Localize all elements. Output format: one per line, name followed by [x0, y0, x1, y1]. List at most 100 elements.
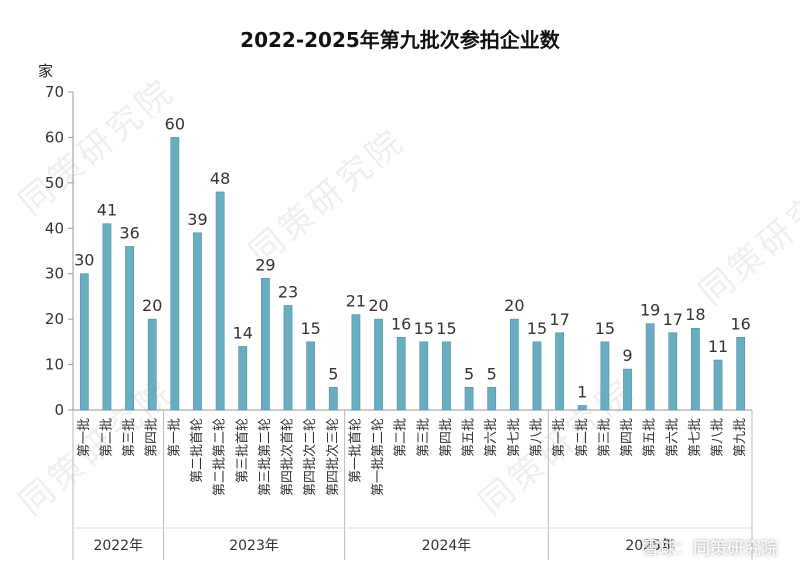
data-label: 17: [663, 310, 683, 329]
data-label: 15: [527, 319, 547, 338]
x-tick-label: 第一批: [552, 418, 567, 457]
bar: [374, 318, 383, 411]
bar: [215, 191, 225, 411]
x-tick-label: 第七批: [507, 418, 522, 457]
data-label: 20: [368, 296, 388, 315]
data-label: 36: [119, 223, 139, 242]
x-tick-label: 第四批: [439, 418, 454, 457]
x-tick-label: 第四批次三轮: [325, 418, 341, 496]
x-tick-label: 第八批: [711, 418, 726, 457]
x-tick-label: 第三批首轮: [235, 418, 250, 483]
bar: [487, 386, 497, 411]
bar: [509, 318, 519, 411]
x-tick-label: 第二批第二轮: [213, 418, 228, 496]
bar: [600, 341, 610, 411]
data-label: 5: [464, 364, 474, 383]
bar: [283, 305, 293, 411]
x-tick-label: 第六批: [484, 418, 499, 457]
bar: [668, 332, 678, 411]
data-label: 30: [74, 251, 94, 270]
x-tick-label: 第五批: [643, 418, 658, 457]
bar: [261, 277, 270, 411]
bar: [532, 341, 542, 411]
x-tick-label: 第一批: [77, 418, 92, 457]
data-label: 60: [165, 114, 185, 133]
y-tick-label: 20: [45, 310, 64, 328]
x-tick-label: 第九批: [733, 418, 748, 457]
bar: [79, 273, 89, 411]
data-label: 15: [300, 319, 320, 338]
bar: [396, 337, 406, 411]
x-tick-label: 第二批: [575, 418, 590, 457]
x-tick-label: 第四批次首轮: [280, 418, 296, 496]
bar: [691, 327, 700, 411]
data-label: 16: [731, 314, 751, 333]
bar: [306, 341, 316, 411]
x-tick-label: 第一批第二轮: [371, 418, 386, 496]
x-tick-label: 第六批: [665, 418, 680, 457]
x-group-label: 2023年: [229, 538, 279, 554]
data-label: 18: [685, 305, 705, 324]
x-tick-label: 第三批: [597, 418, 612, 457]
bar: [351, 314, 361, 411]
x-tick-label: 第七批: [688, 418, 703, 457]
x-tick-label: 第三批: [122, 418, 137, 457]
bar: [193, 232, 202, 411]
y-tick-label: 30: [45, 265, 64, 283]
x-tick-label: 第一批首轮: [348, 418, 363, 483]
data-label: 5: [328, 364, 338, 383]
bar: [645, 323, 655, 411]
data-label: 1: [577, 382, 587, 401]
data-label: 14: [233, 323, 253, 342]
x-group-label: 2025年: [625, 538, 675, 554]
y-tick-label: 50: [45, 174, 64, 192]
data-label: 19: [640, 301, 660, 320]
bar: [623, 368, 632, 411]
data-label: 5: [487, 364, 497, 383]
y-tick-label: 70: [45, 83, 64, 101]
x-tick-label: 第三批: [416, 418, 431, 457]
x-tick-label: 第四批: [145, 418, 160, 457]
data-label: 15: [436, 319, 456, 338]
bar: [577, 405, 587, 411]
y-tick-label: 60: [45, 128, 64, 146]
bar: [102, 223, 112, 411]
x-group-label: 2022年: [93, 538, 143, 554]
brand-watermark: 雪球：同策研究院: [642, 539, 778, 559]
x-tick-label: 第四批次二轮: [302, 418, 318, 496]
bar: [170, 137, 180, 411]
data-label: 20: [142, 296, 162, 315]
data-label: 15: [595, 319, 615, 338]
data-label: 29: [255, 255, 275, 274]
x-tick-label: 第二批首轮: [190, 418, 205, 483]
x-tick-label: 第三批第二轮: [258, 418, 273, 496]
data-label: 21: [346, 292, 366, 311]
x-tick-label: 第四批: [620, 418, 635, 457]
x-tick-label: 第一批: [167, 418, 182, 457]
bar: [125, 246, 134, 411]
x-group-label: 2024年: [422, 538, 472, 554]
bar: [713, 359, 723, 411]
bar: [442, 341, 451, 411]
data-label: 41: [97, 201, 117, 220]
y-tick-label: 10: [45, 356, 64, 374]
data-label: 39: [187, 210, 207, 229]
bar: [147, 318, 157, 411]
data-label: 11: [708, 337, 728, 356]
y-axis-unit: 家: [38, 62, 54, 80]
data-label: 17: [549, 310, 569, 329]
x-tick-label: 第八批: [529, 418, 544, 457]
data-label: 48: [210, 169, 230, 188]
y-tick-label: 0: [54, 401, 64, 419]
chart-title: 2022-2025年第九批次参拍企业数: [240, 28, 560, 52]
bar: [328, 386, 338, 411]
y-tick-label: 40: [45, 219, 64, 237]
data-label: 16: [391, 314, 411, 333]
bar: [736, 337, 746, 411]
bar: [555, 332, 564, 411]
bar: [419, 341, 429, 411]
x-tick-label: 第五批: [462, 418, 477, 457]
data-label: 23: [278, 283, 298, 302]
data-label: 9: [622, 346, 632, 365]
